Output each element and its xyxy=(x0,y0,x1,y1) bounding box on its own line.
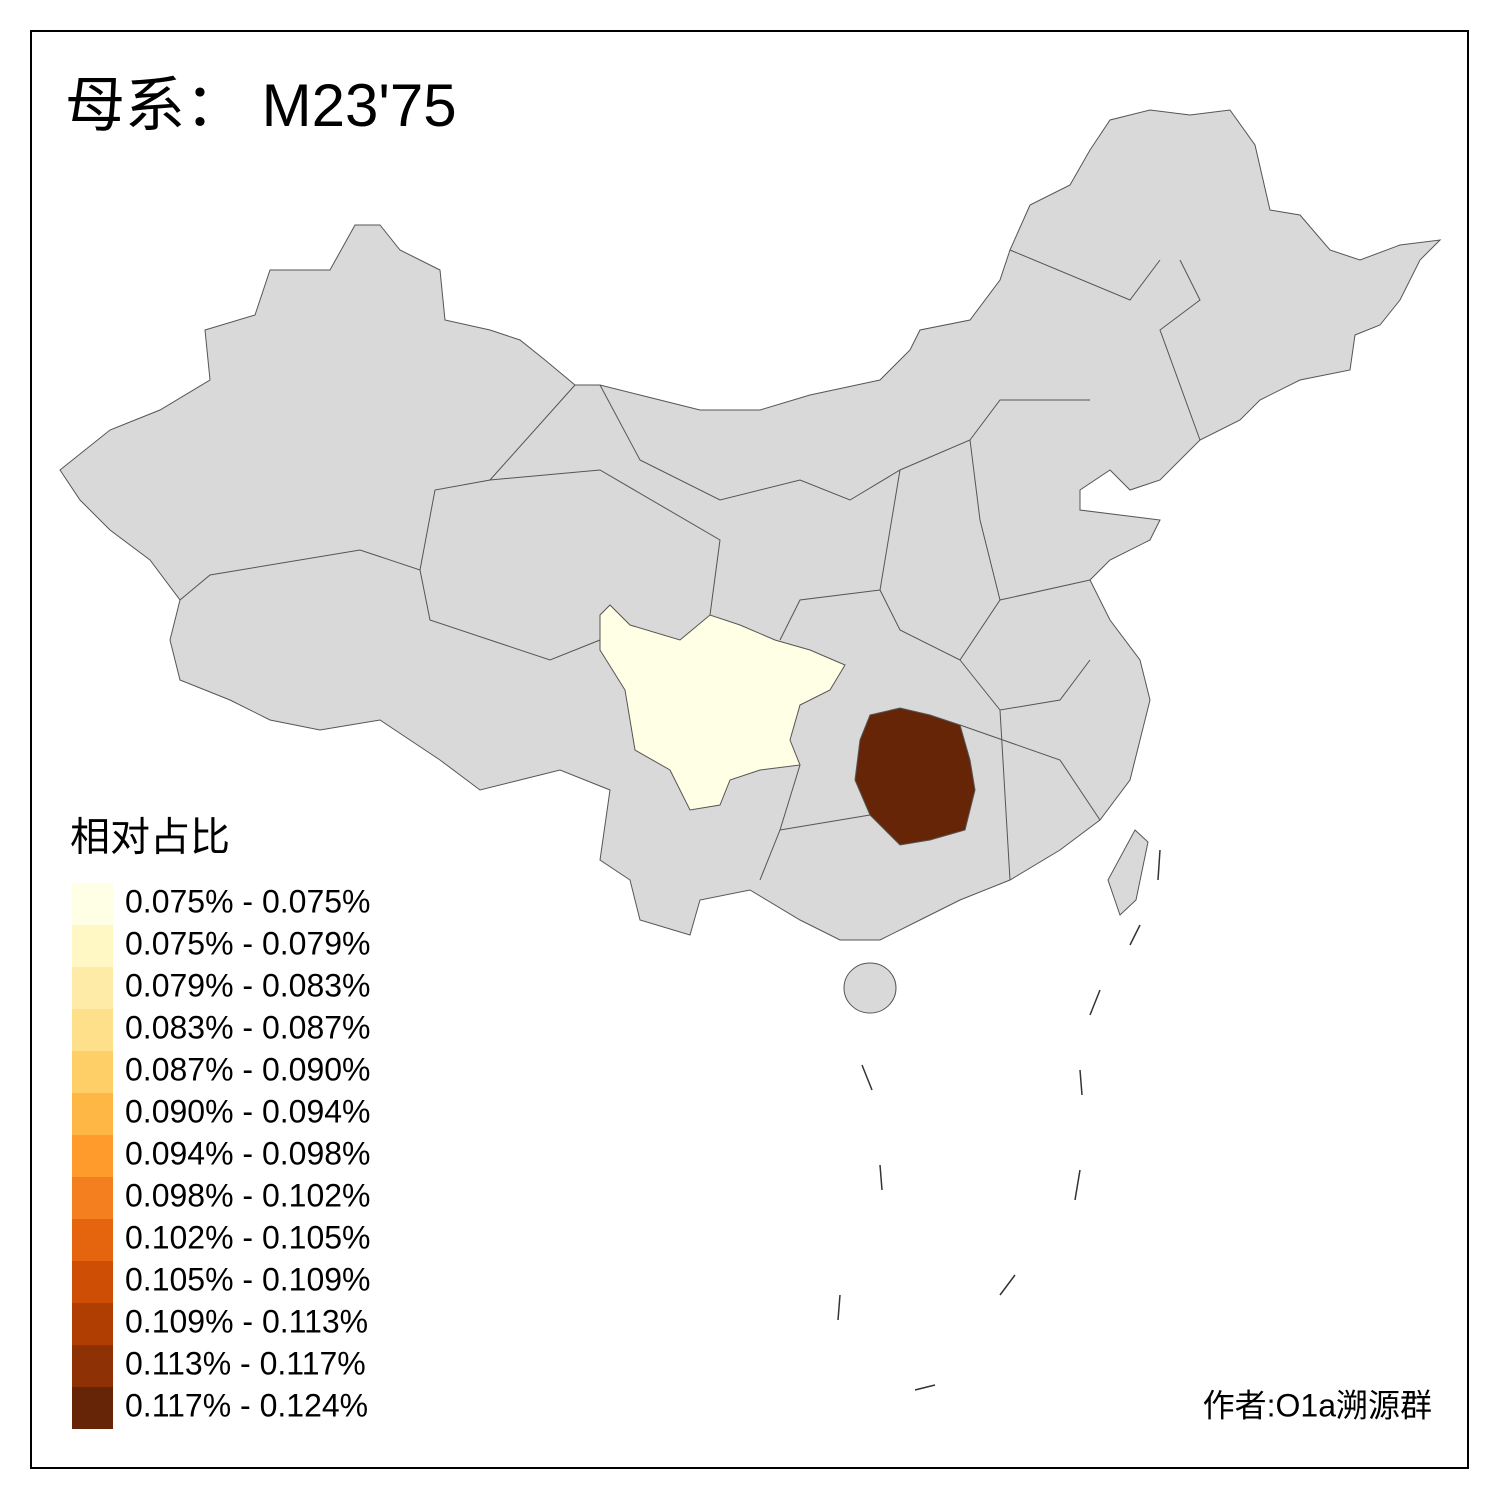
legend: 0.075% - 0.075% 0.075% - 0.079% 0.079% - 0… xyxy=(72,883,371,1429)
legend-label: 0.087% - 0.090% xyxy=(125,1051,371,1087)
legend-label: 0.117% - 0.124% xyxy=(125,1387,368,1423)
legend-swatch xyxy=(72,967,113,1009)
legend-label: 0.113% - 0.117% xyxy=(125,1345,366,1381)
legend-swatch xyxy=(72,1093,113,1135)
country xyxy=(59,109,1442,941)
legend-label: 0.102% - 0.105% xyxy=(125,1219,371,1255)
legend-label: 0.083% - 0.087% xyxy=(125,1009,371,1045)
legend-label: 0.090% - 0.094% xyxy=(125,1093,371,1129)
legend-swatch xyxy=(72,1219,113,1261)
legend-label: 0.075% - 0.079% xyxy=(125,925,371,961)
legend-label: 0.079% - 0.083% xyxy=(125,967,371,1003)
legend-swatch xyxy=(72,1051,113,1093)
legend-label: 0.105% - 0.109% xyxy=(125,1261,371,1297)
legend-swatch xyxy=(72,1387,113,1429)
highlight-region-dark xyxy=(854,707,976,846)
legend-label: 0.094% - 0.098% xyxy=(125,1135,371,1171)
credit: 作者:O1a溯源群 xyxy=(1203,1387,1432,1423)
highlight-region-light xyxy=(599,604,846,811)
legend-label: 0.075% - 0.075% xyxy=(125,883,371,919)
title: 母系： M23'75 xyxy=(65,72,457,139)
legend-title: 相对占比 xyxy=(70,816,230,860)
island xyxy=(843,962,897,1014)
legend-swatch xyxy=(72,1261,113,1303)
island xyxy=(1107,829,1149,916)
legend-swatch xyxy=(72,1009,113,1051)
legend-swatch xyxy=(72,1303,113,1345)
legend-swatch xyxy=(72,1345,113,1387)
legend-label: 0.109% - 0.113% xyxy=(125,1303,368,1339)
province-borders xyxy=(179,249,1201,881)
legend-swatch xyxy=(72,1177,113,1219)
legend-label: 0.098% - 0.102% xyxy=(125,1177,371,1213)
legend-swatch xyxy=(72,1135,113,1177)
legend-swatch xyxy=(72,883,113,925)
legend-swatch xyxy=(72,925,113,967)
sea-islands xyxy=(837,849,1161,1391)
